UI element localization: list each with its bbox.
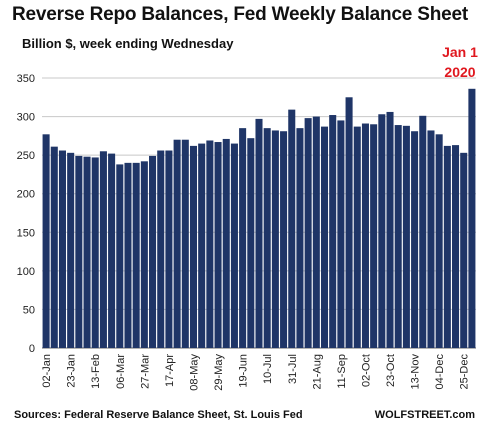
bar <box>345 97 353 349</box>
x-tick-label: 19-Jun <box>238 354 250 388</box>
x-tick-label: 02-Oct <box>360 354 372 387</box>
bar <box>468 88 476 349</box>
bar <box>370 124 378 349</box>
x-tick-label: 11-Sep <box>336 354 348 389</box>
bar <box>116 164 124 348</box>
y-tick-label: 250 <box>17 150 35 162</box>
x-tick-label: 10-Jul <box>262 354 274 384</box>
bar <box>247 138 255 348</box>
bar <box>198 143 206 348</box>
x-tick-label: 04-Dec <box>434 354 446 390</box>
bar <box>361 123 369 348</box>
x-tick-label: 31-Jul <box>287 354 299 384</box>
bar <box>263 128 271 348</box>
bar <box>99 151 107 348</box>
bar <box>337 120 345 348</box>
x-tick-label: 17-Apr <box>164 354 176 387</box>
bar <box>329 115 337 349</box>
bar <box>239 128 247 348</box>
x-tick-label: 25-Dec <box>459 354 471 390</box>
x-tick-label: 23-Jan <box>66 354 78 388</box>
bar <box>402 125 410 348</box>
bar <box>443 145 451 348</box>
bar <box>91 157 99 348</box>
x-tick-label: 21-Aug <box>311 354 323 389</box>
bar <box>386 111 394 348</box>
bar <box>378 114 386 348</box>
bar <box>67 152 75 348</box>
bar <box>206 140 214 348</box>
chart-subtitle: Billion $, week ending Wednesday <box>22 36 234 51</box>
bars <box>42 88 476 349</box>
bar <box>460 152 468 348</box>
bar <box>394 125 402 348</box>
bar <box>181 139 189 348</box>
bar <box>149 155 157 348</box>
bar <box>42 134 50 348</box>
y-axis-ticks: 0 50 100 150 200 250 300 350 <box>17 73 35 355</box>
bar <box>108 153 116 348</box>
y-tick-label: 50 <box>23 304 35 316</box>
x-tick-label: 13-Nov <box>410 354 422 390</box>
x-tick-label: 13-Feb <box>90 354 102 389</box>
bar <box>157 150 165 348</box>
bar <box>312 116 320 348</box>
bar <box>353 126 361 348</box>
x-tick-label: 06-Mar <box>115 354 127 389</box>
bar <box>419 115 427 348</box>
bar <box>427 130 435 348</box>
bar <box>452 145 460 348</box>
annotation-date: Jan 1 <box>442 44 478 60</box>
x-tick-label: 08-May <box>188 354 200 391</box>
bar <box>58 150 66 348</box>
y-tick-label: 200 <box>17 189 35 201</box>
y-tick-label: 350 <box>17 73 35 85</box>
source-note: Sources: Federal Reserve Balance Sheet, … <box>14 409 303 421</box>
x-axis-ticks: 02-Jan 23-Jan 13-Feb 06-Mar 27-Mar 17-Apr 08-M… <box>41 354 471 391</box>
bar <box>75 155 83 348</box>
x-tick-label: 02-Jan <box>41 354 53 388</box>
bar <box>124 162 132 348</box>
bar <box>304 118 312 348</box>
bar <box>411 131 419 348</box>
bar <box>288 109 296 348</box>
x-tick-label: 23-Oct <box>385 354 397 387</box>
y-tick-label: 0 <box>29 343 35 355</box>
y-tick-label: 100 <box>17 266 35 278</box>
bar <box>50 146 58 348</box>
bar <box>165 150 173 348</box>
bar <box>255 118 263 348</box>
bar <box>280 131 288 348</box>
x-tick-label: 29-May <box>213 354 225 391</box>
bar <box>214 142 222 348</box>
bar <box>320 126 329 348</box>
bar <box>296 128 304 348</box>
annotation-year: 2020 <box>444 64 476 80</box>
bar <box>189 145 198 348</box>
bar <box>140 161 148 348</box>
y-tick-label: 150 <box>17 227 35 239</box>
chart-title: Reverse Repo Balances, Fed Weekly Balanc… <box>12 4 468 25</box>
x-tick-label: 27-Mar <box>139 354 151 389</box>
bar <box>132 162 140 348</box>
bar <box>83 156 91 348</box>
bar <box>173 139 181 348</box>
y-tick-label: 300 <box>17 112 35 124</box>
bar <box>435 134 443 348</box>
bar <box>222 138 230 348</box>
credit-note: WOLFSTREET.com <box>374 409 475 421</box>
bar <box>230 143 238 348</box>
bar <box>271 130 279 348</box>
